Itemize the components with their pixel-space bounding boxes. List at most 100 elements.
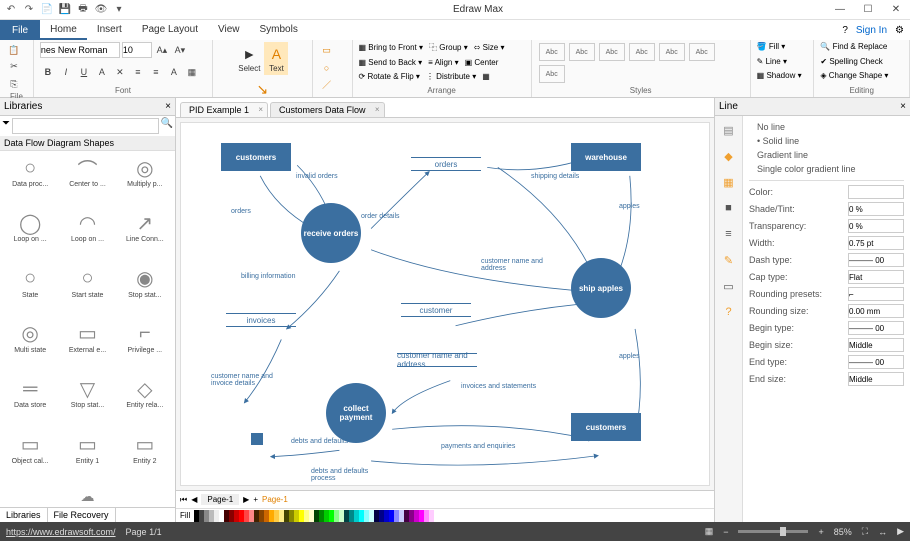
shape-stencil[interactable]: ▭Entity 1	[59, 430, 115, 484]
paste-icon[interactable]: 📋	[6, 42, 22, 58]
send-back-button[interactable]: ▦ Send to Back ▾	[359, 58, 423, 67]
undo-icon[interactable]: ↶	[4, 3, 18, 17]
align-shapes-button[interactable]: ≡ Align ▾	[428, 58, 459, 67]
shape-stencil[interactable]: ▽Stop stat...	[59, 374, 115, 428]
lib-menu-icon[interactable]: ⏷	[2, 118, 10, 134]
font-size-select[interactable]	[122, 42, 152, 58]
group-button[interactable]: ⿻ Group ▾	[429, 42, 468, 53]
page-nav-first-icon[interactable]: ⏮	[180, 495, 187, 505]
status-url[interactable]: https://www.edrawsoft.com/	[6, 527, 116, 537]
line-button[interactable]: ✎ Line ▾	[757, 57, 808, 66]
select-tool[interactable]: ►Select	[236, 42, 262, 75]
fit-width-icon[interactable]: ↔	[878, 527, 887, 537]
property-input[interactable]	[848, 338, 904, 352]
save-icon[interactable]: 💾	[58, 3, 72, 17]
color-swatch[interactable]	[429, 510, 434, 522]
redo-icon[interactable]: ↷	[22, 3, 36, 17]
distribute-button[interactable]: ⋮ Distribute ▾	[426, 72, 476, 81]
style-thumb[interactable]: Abc	[539, 43, 565, 61]
property-input[interactable]	[848, 304, 904, 318]
shape-stencil[interactable]: ○Data proc...	[2, 153, 58, 207]
cloud-shape-icon[interactable]: ☁	[81, 488, 95, 504]
datastore-node[interactable]: customer	[401, 303, 471, 317]
fit-page-icon[interactable]: ⛶	[862, 526, 868, 537]
shape-stencil[interactable]: ⌐Privilege ...	[117, 319, 173, 373]
shape-stencil[interactable]: ▭Object cal...	[2, 430, 58, 484]
find-button[interactable]: 🔍 Find & Replace	[820, 42, 903, 51]
same-size-button[interactable]: ▦	[482, 72, 490, 81]
property-tab-icon[interactable]: ▦	[719, 172, 739, 192]
page-add-icon[interactable]: +	[253, 495, 258, 504]
close-button[interactable]: ✕	[882, 0, 910, 20]
tab-close-icon[interactable]: ×	[375, 105, 380, 114]
shape-stencil[interactable]: ▭Entity 2	[117, 430, 173, 484]
panel-close-icon[interactable]: ×	[900, 101, 906, 112]
property-tab-icon[interactable]: ▤	[719, 120, 739, 140]
highlight-button[interactable]: ▦	[184, 64, 200, 80]
property-input[interactable]	[848, 219, 904, 233]
bullets-button[interactable]: ≡	[130, 64, 146, 80]
style-thumb[interactable]: Abc	[689, 43, 715, 61]
underline-button[interactable]: U	[76, 64, 92, 80]
library-search-input[interactable]	[12, 118, 159, 134]
page-nav-prev-icon[interactable]: ◀	[191, 495, 197, 504]
line-type-option[interactable]: Gradient line	[749, 148, 904, 162]
process-node[interactable]: ship apples	[571, 258, 631, 318]
doc-tab[interactable]: Customers Data Flow×	[270, 102, 385, 117]
shape-stencil[interactable]: ═Data store	[2, 374, 58, 428]
center-button[interactable]: ▣ Center	[465, 58, 499, 67]
align-button[interactable]: ≡	[148, 64, 164, 80]
spell-button[interactable]: ✔ Spelling Check	[820, 57, 903, 66]
shape-stencil[interactable]: ○State	[2, 264, 58, 318]
file-recovery-tab[interactable]: File Recovery	[48, 508, 116, 522]
help-icon[interactable]: ?	[842, 25, 848, 36]
file-tab[interactable]: File	[0, 20, 40, 40]
shape-rect-icon[interactable]: ▭	[319, 42, 335, 58]
property-input[interactable]	[848, 253, 904, 267]
shape-stencil[interactable]: ⌒Center to ...	[59, 153, 115, 207]
page-label[interactable]: Page-1	[201, 494, 239, 505]
property-tab-icon[interactable]: ▭	[719, 276, 739, 296]
style-thumb[interactable]: Abc	[659, 43, 685, 61]
minimize-button[interactable]: —	[826, 0, 854, 20]
doc-tab[interactable]: PID Example 1×	[180, 102, 268, 117]
entity-node[interactable]: warehouse	[571, 143, 641, 171]
bold-button[interactable]: B	[40, 64, 56, 80]
property-tab-icon[interactable]: ■	[719, 198, 739, 218]
line-type-option[interactable]: Single color gradient line	[749, 162, 904, 176]
font-family-select[interactable]	[40, 42, 120, 58]
shape-stencil[interactable]: ◠Loop on ...	[59, 208, 115, 262]
change-shape-button[interactable]: ◈ Change Shape ▾	[820, 71, 903, 80]
bring-front-button[interactable]: ▦ Bring to Front ▾	[359, 43, 424, 52]
style-thumb[interactable]: Abc	[599, 43, 625, 61]
entity-node[interactable]	[251, 433, 263, 445]
style-thumb[interactable]: Abc	[569, 43, 595, 61]
presentation-icon[interactable]: ▶	[897, 526, 904, 537]
shape-stencil[interactable]: ◎Multiply p...	[117, 153, 173, 207]
zoom-out-icon[interactable]: −	[723, 527, 728, 537]
font-shrink-icon[interactable]: A▾	[172, 42, 188, 58]
shape-stencil[interactable]: ◯Loop on ...	[2, 208, 58, 262]
rotate-button[interactable]: ⟳ Rotate & Flip ▾	[359, 72, 420, 81]
shape-stencil[interactable]: ◎Multi state	[2, 319, 58, 373]
entity-node[interactable]: customers	[221, 143, 291, 171]
shape-stencil[interactable]: ◇Entity rela...	[117, 374, 173, 428]
datastore-node[interactable]: invoices	[226, 313, 296, 327]
datastore-node[interactable]: orders	[411, 157, 481, 171]
libraries-close-icon[interactable]: ×	[165, 101, 171, 112]
line-type-option[interactable]: No line	[749, 120, 904, 134]
sign-in-link[interactable]: Sign In	[856, 25, 887, 36]
shape-stencil[interactable]: ◉Stop stat...	[117, 264, 173, 318]
search-icon[interactable]: 🔍	[161, 118, 173, 134]
new-icon[interactable]: 📄	[40, 3, 54, 17]
style-thumb[interactable]: Abc	[539, 65, 565, 83]
cut-icon[interactable]: ✂	[6, 58, 22, 74]
copy-icon[interactable]: ⎘	[6, 76, 22, 92]
color-palette[interactable]	[194, 510, 434, 522]
process-node[interactable]: collect payment	[326, 383, 386, 443]
shadow-button[interactable]: ▦ Shadow ▾	[757, 71, 808, 80]
shape-circle-icon[interactable]: ○	[319, 60, 335, 76]
zoom-slider[interactable]	[738, 530, 808, 533]
property-input[interactable]	[848, 236, 904, 250]
libraries-tab[interactable]: Libraries	[0, 508, 48, 522]
